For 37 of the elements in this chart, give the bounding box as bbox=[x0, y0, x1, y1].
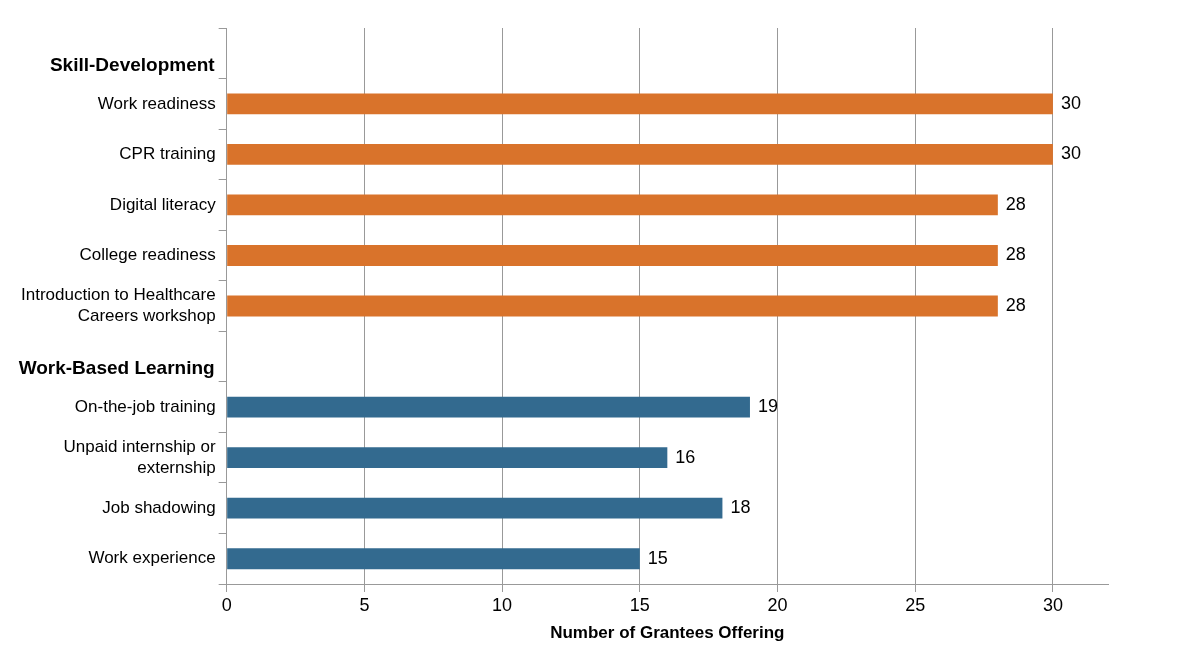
x-axis-title: Number of Grantees Offering bbox=[550, 623, 785, 643]
x-tick-label: 15 bbox=[629, 594, 650, 615]
y-tick-label: College readiness bbox=[79, 245, 216, 265]
bar bbox=[227, 447, 668, 469]
y-tick-label: Unpaid internship or externship bbox=[63, 437, 216, 477]
x-tick-label: 0 bbox=[221, 594, 232, 615]
bar bbox=[227, 497, 723, 519]
data-label: 19 bbox=[757, 396, 778, 417]
data-label: 16 bbox=[675, 446, 696, 467]
data-label: 18 bbox=[730, 497, 751, 518]
data-label: 30 bbox=[1060, 143, 1081, 164]
y-tick-label: On-the-job training bbox=[74, 396, 216, 416]
data-label: 28 bbox=[1005, 193, 1026, 214]
bar bbox=[227, 93, 1053, 115]
y-tick-label: Digital literacy bbox=[109, 194, 217, 214]
bar bbox=[227, 194, 998, 216]
data-label: 15 bbox=[647, 547, 668, 568]
data-label: 28 bbox=[1005, 294, 1026, 315]
y-tick-label: Work experience bbox=[88, 548, 216, 568]
bar bbox=[227, 245, 998, 266]
bar bbox=[227, 143, 1053, 165]
y-tick-label: Introduction to Healthcare Careers workshop bbox=[21, 285, 216, 325]
series-label: Work-Based Learning bbox=[18, 356, 215, 378]
x-tick-label: 30 bbox=[1042, 594, 1063, 615]
data-label: 30 bbox=[1060, 92, 1081, 113]
bar bbox=[227, 396, 750, 418]
x-tick-label: 20 bbox=[767, 594, 788, 615]
x-tick-label: 25 bbox=[905, 594, 926, 615]
series-label: Skill-Development bbox=[49, 53, 216, 75]
bar bbox=[227, 548, 640, 570]
x-tick-label: 10 bbox=[492, 594, 513, 615]
data-label: 28 bbox=[1005, 244, 1026, 265]
bar bbox=[227, 295, 998, 317]
y-tick-label: Job shadowing bbox=[102, 497, 216, 517]
x-tick-label: 5 bbox=[359, 594, 370, 615]
y-tick-label: Work readiness bbox=[97, 93, 216, 113]
y-tick-label: CPR training bbox=[119, 144, 216, 164]
